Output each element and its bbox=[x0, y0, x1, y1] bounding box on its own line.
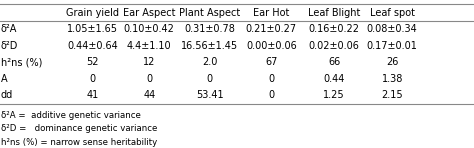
Text: δ²D =   dominance genetic variance: δ²D = dominance genetic variance bbox=[1, 124, 157, 133]
Text: 0.00±0.06: 0.00±0.06 bbox=[246, 41, 297, 51]
Text: Leaf spot: Leaf spot bbox=[370, 8, 415, 18]
Text: 0: 0 bbox=[268, 74, 274, 84]
Text: 2.0: 2.0 bbox=[202, 57, 218, 67]
Text: 0.21±0.27: 0.21±0.27 bbox=[246, 24, 297, 34]
Text: Plant Aspect: Plant Aspect bbox=[179, 8, 240, 18]
Text: 12: 12 bbox=[143, 57, 155, 67]
Text: 16.56±1.45: 16.56±1.45 bbox=[181, 41, 238, 51]
Text: h²ns (%): h²ns (%) bbox=[1, 57, 42, 67]
Text: 0.08±0.34: 0.08±0.34 bbox=[367, 24, 418, 34]
Text: 26: 26 bbox=[386, 57, 399, 67]
Text: 1.38: 1.38 bbox=[382, 74, 403, 84]
Text: δ²A: δ²A bbox=[1, 24, 18, 34]
Text: 53.41: 53.41 bbox=[196, 90, 224, 100]
Text: 4.4±1.10: 4.4±1.10 bbox=[127, 41, 172, 51]
Text: 0.44: 0.44 bbox=[323, 74, 345, 84]
Text: dd: dd bbox=[1, 90, 13, 100]
Text: 0: 0 bbox=[207, 74, 213, 84]
Text: Ear Aspect: Ear Aspect bbox=[123, 8, 175, 18]
Text: h²ns (%) = narrow sense heritability: h²ns (%) = narrow sense heritability bbox=[1, 138, 157, 147]
Text: 0.02±0.06: 0.02±0.06 bbox=[309, 41, 360, 51]
Text: 0.31±0.78: 0.31±0.78 bbox=[184, 24, 235, 34]
Text: 66: 66 bbox=[328, 57, 340, 67]
Text: A: A bbox=[1, 74, 8, 84]
Text: 0: 0 bbox=[90, 74, 95, 84]
Text: 0: 0 bbox=[146, 74, 152, 84]
Text: Ear Hot: Ear Hot bbox=[253, 8, 290, 18]
Text: 0.16±0.22: 0.16±0.22 bbox=[309, 24, 360, 34]
Text: 2.15: 2.15 bbox=[382, 90, 403, 100]
Text: 1.05±1.65: 1.05±1.65 bbox=[67, 24, 118, 34]
Text: 1.25: 1.25 bbox=[323, 90, 345, 100]
Text: 44: 44 bbox=[143, 90, 155, 100]
Text: 0.10±0.42: 0.10±0.42 bbox=[124, 24, 175, 34]
Text: 67: 67 bbox=[265, 57, 278, 67]
Text: 52: 52 bbox=[86, 57, 99, 67]
Text: Grain yield: Grain yield bbox=[66, 8, 119, 18]
Text: δ²D: δ²D bbox=[1, 41, 18, 51]
Text: 0.17±0.01: 0.17±0.01 bbox=[367, 41, 418, 51]
Text: Leaf Blight: Leaf Blight bbox=[308, 8, 360, 18]
Text: 41: 41 bbox=[86, 90, 99, 100]
Text: 0.44±0.64: 0.44±0.64 bbox=[67, 41, 118, 51]
Text: δ²A =  additive genetic variance: δ²A = additive genetic variance bbox=[1, 111, 141, 120]
Text: 0: 0 bbox=[268, 90, 274, 100]
